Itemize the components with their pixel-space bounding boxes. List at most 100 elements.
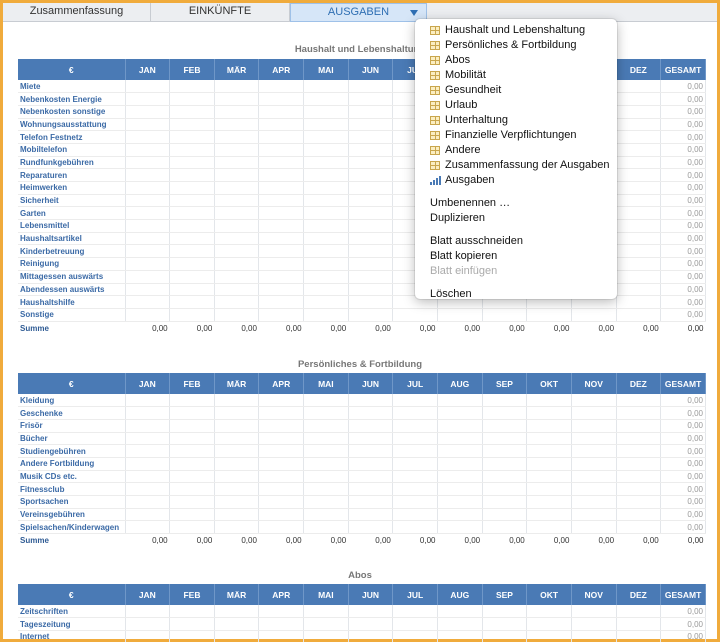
cell[interactable] <box>482 470 528 484</box>
cell[interactable] <box>125 80 171 94</box>
cell[interactable] <box>526 406 572 420</box>
row-label[interactable]: Geschenke <box>18 406 126 420</box>
cell[interactable] <box>392 470 438 484</box>
cell[interactable] <box>348 168 394 182</box>
cell[interactable] <box>214 105 260 119</box>
cell[interactable] <box>616 105 662 119</box>
column-header[interactable]: APR <box>258 584 305 605</box>
cell[interactable] <box>437 419 483 433</box>
cell[interactable] <box>169 130 215 144</box>
menu-item-cut-sheet[interactable]: Blatt ausschneiden <box>430 235 523 247</box>
cell[interactable] <box>526 605 572 619</box>
cell[interactable] <box>616 295 662 309</box>
menu-item-chart-ausgaben[interactable]: Ausgaben <box>415 173 617 188</box>
row-label[interactable]: Reparaturen <box>18 168 126 182</box>
menu-item-sheet[interactable]: Urlaub <box>415 98 617 113</box>
cell[interactable] <box>482 432 528 446</box>
cell[interactable] <box>214 283 260 297</box>
cell[interactable] <box>214 156 260 170</box>
cell[interactable] <box>214 308 260 322</box>
cell[interactable] <box>348 130 394 144</box>
row-total[interactable]: 0,00 <box>660 630 706 642</box>
cell[interactable] <box>526 495 572 509</box>
cell[interactable] <box>169 270 215 284</box>
row-label[interactable]: Garten <box>18 206 126 221</box>
cell[interactable] <box>348 432 394 446</box>
row-total[interactable]: 0,00 <box>660 283 706 297</box>
cell[interactable] <box>616 257 662 271</box>
cell[interactable] <box>214 206 260 221</box>
cell[interactable] <box>303 270 349 284</box>
column-header[interactable]: JUL <box>392 584 438 605</box>
menu-item-sheet[interactable]: Haushalt und Lebenshaltung <box>415 23 617 38</box>
cell[interactable] <box>437 406 483 420</box>
cell[interactable] <box>303 495 349 509</box>
cell[interactable] <box>392 495 438 509</box>
cell[interactable] <box>214 406 260 420</box>
cell[interactable] <box>169 308 215 322</box>
cell[interactable] <box>571 406 617 420</box>
column-header[interactable]: DEZ <box>616 59 662 80</box>
column-header[interactable]: MAI <box>303 373 349 394</box>
cell[interactable] <box>125 419 171 433</box>
cell[interactable] <box>303 283 349 297</box>
cell[interactable] <box>571 520 617 535</box>
cell[interactable] <box>348 482 394 496</box>
cell[interactable] <box>616 630 662 642</box>
cell[interactable] <box>258 143 305 157</box>
cell[interactable] <box>526 444 572 458</box>
cell[interactable] <box>571 482 617 496</box>
cell[interactable] <box>348 206 394 221</box>
cell[interactable] <box>169 232 215 246</box>
row-total[interactable]: 0,00 <box>660 194 706 208</box>
cell[interactable] <box>169 80 215 94</box>
column-header[interactable]: SEP <box>482 584 528 605</box>
cell[interactable] <box>258 206 305 221</box>
row-total[interactable]: 0,00 <box>660 470 706 484</box>
cell[interactable] <box>616 194 662 208</box>
cell[interactable] <box>616 80 662 94</box>
cell[interactable] <box>169 143 215 157</box>
cell[interactable] <box>437 470 483 484</box>
row-label[interactable]: Abendessen auswärts <box>18 283 126 297</box>
cell[interactable] <box>214 257 260 271</box>
cell[interactable] <box>571 617 617 631</box>
row-total[interactable]: 0,00 <box>660 244 706 259</box>
cell[interactable] <box>616 130 662 144</box>
cell[interactable] <box>214 232 260 246</box>
cell[interactable] <box>169 295 215 309</box>
row-label[interactable]: Frisör <box>18 419 126 433</box>
cell[interactable] <box>616 508 662 522</box>
cell[interactable] <box>125 105 171 119</box>
cell[interactable] <box>258 419 305 433</box>
column-header[interactable]: MÄR <box>214 59 260 80</box>
cell[interactable] <box>482 308 528 322</box>
row-label[interactable]: Internet <box>18 630 126 642</box>
cell[interactable] <box>214 470 260 484</box>
column-header[interactable]: € <box>18 584 126 605</box>
cell[interactable] <box>214 617 260 631</box>
cell[interactable] <box>258 270 305 284</box>
row-total[interactable]: 0,00 <box>660 308 706 322</box>
cell[interactable] <box>348 181 394 195</box>
column-header[interactable]: JUN <box>348 584 394 605</box>
cell[interactable] <box>571 432 617 446</box>
cell[interactable] <box>125 270 171 284</box>
cell[interactable] <box>169 118 215 132</box>
cell[interactable] <box>169 482 215 496</box>
cell[interactable] <box>169 457 215 471</box>
cell[interactable] <box>348 105 394 119</box>
cell[interactable] <box>571 419 617 433</box>
row-total[interactable]: 0,00 <box>660 156 706 170</box>
row-total[interactable]: 0,00 <box>660 168 706 182</box>
cell[interactable] <box>348 457 394 471</box>
cell[interactable] <box>303 432 349 446</box>
cell[interactable] <box>169 508 215 522</box>
tab-zusammenfassung[interactable]: Zusammenfassung <box>3 3 151 22</box>
cell[interactable] <box>616 406 662 420</box>
cell[interactable] <box>303 206 349 221</box>
cell[interactable] <box>437 617 483 631</box>
row-label[interactable]: Studiengebühren <box>18 444 126 458</box>
tab-einkuenfte[interactable]: EINKÜNFTE <box>151 3 290 22</box>
cell[interactable] <box>258 194 305 208</box>
